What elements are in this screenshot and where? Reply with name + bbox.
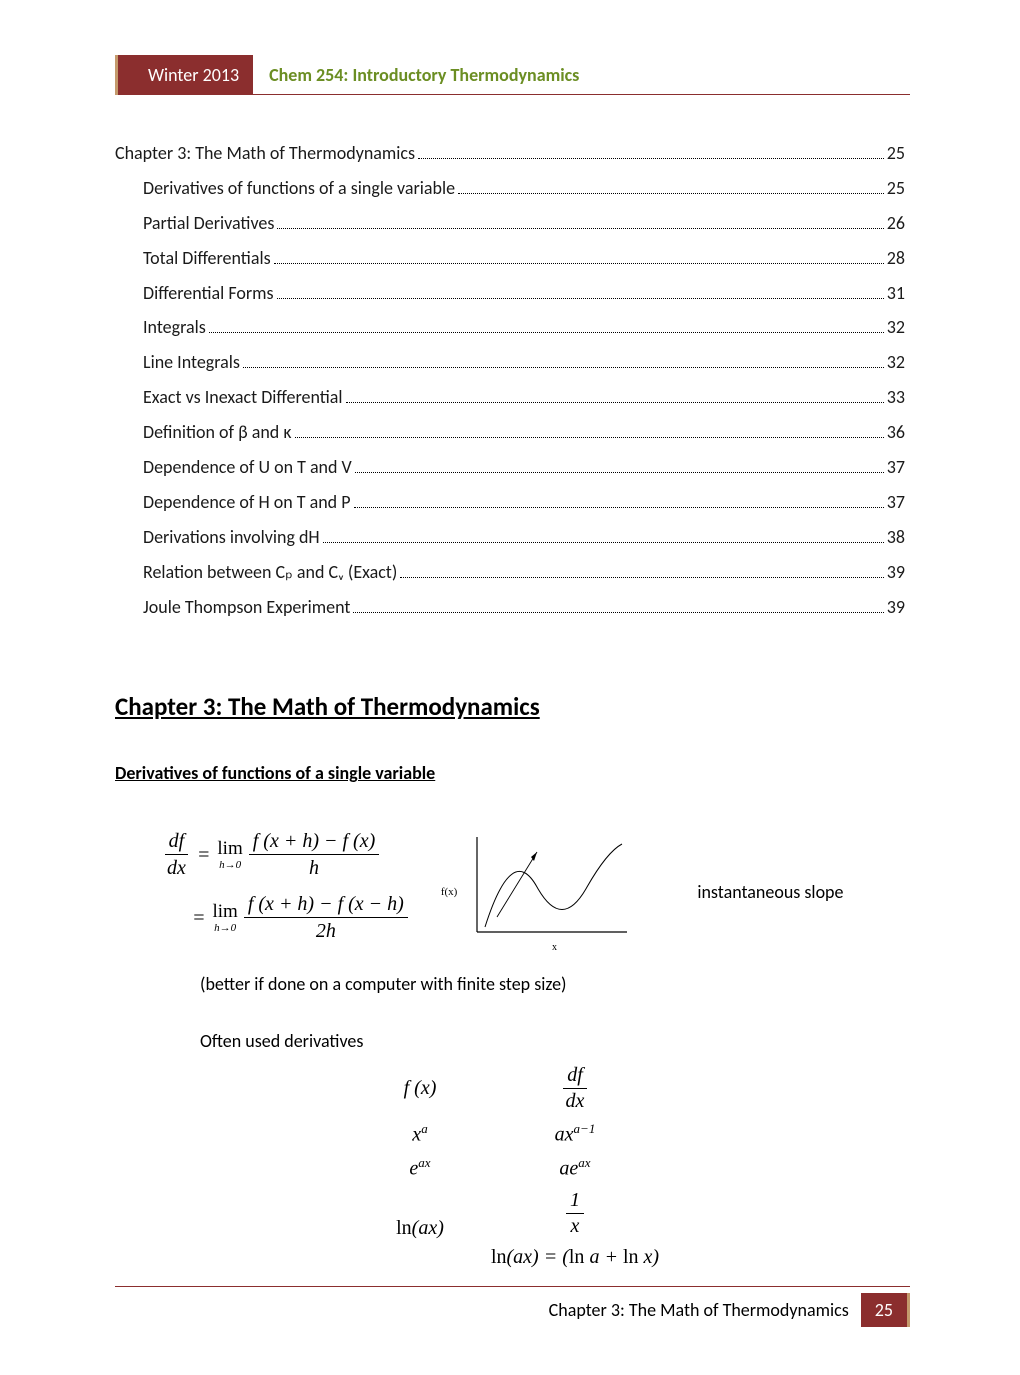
toc-entry[interactable]: Chapter 3: The Math of Thermodynamics 25 <box>115 140 905 168</box>
toc-page: 39 <box>887 559 905 587</box>
derivatives-table: f (x) dfdx xa axa−1 eax aeax ln(ax) 1x l… <box>0 1064 1020 1268</box>
derivative-definition: dfdx = limh→0 f (x + h) − f (x)h = limh→… <box>160 829 905 955</box>
r1c2: axa−1 <box>485 1121 665 1147</box>
chapter-title: Chapter 3: The Math of Thermodynamics <box>115 691 905 722</box>
eq-dx: dx <box>163 855 190 880</box>
toc-page: 25 <box>887 175 905 203</box>
footer-chapter: Chapter 3: The Math of Thermodynamics <box>537 1293 861 1327</box>
toc-entry[interactable]: Derivatives of functions of a single var… <box>115 175 905 203</box>
toc-entry[interactable]: Derivations involving dH 38 <box>115 524 905 552</box>
toc-dots <box>400 577 883 578</box>
toc-entry[interactable]: Dependence of H on T and P 37 <box>115 489 905 517</box>
toc-dots <box>295 437 884 438</box>
toc-title: Chapter 3: The Math of Thermodynamics <box>115 140 415 168</box>
th-dfdx: dfdx <box>485 1064 665 1113</box>
toc-entry[interactable]: Definition of β and κ 36 <box>115 419 905 447</box>
toc-page: 32 <box>887 349 905 377</box>
x-axis-label: x <box>552 942 557 952</box>
toc-entry[interactable]: Exact vs Inexact Differential 33 <box>115 384 905 412</box>
r3c2: 1x <box>485 1189 665 1238</box>
frac2-den: 2h <box>312 918 340 943</box>
toc-dots <box>354 507 884 508</box>
frac1-num: f (x + h) − f (x) <box>249 829 380 855</box>
toc-page: 39 <box>887 594 905 622</box>
toc-page: 36 <box>887 419 905 447</box>
lim-text: lim <box>217 838 242 861</box>
toc-title: Definition of β and κ <box>143 419 292 447</box>
toc-page: 37 <box>887 489 905 517</box>
toc-dots <box>323 542 884 543</box>
equals-sign-2: = <box>192 906 206 930</box>
toc-entry[interactable]: Partial Derivatives 26 <box>115 210 905 238</box>
toc-title: Dependence of H on T and P <box>143 489 351 517</box>
page-header: Winter 2013 Chem 254: Introductory Therm… <box>115 55 1020 95</box>
th-fx: f (x) <box>355 1064 485 1113</box>
often-used-heading: Often used derivatives <box>200 1030 905 1052</box>
toc-dots <box>353 612 883 613</box>
toc-dots <box>346 402 884 403</box>
toc-title: Line Integrals <box>143 349 240 377</box>
page-footer: Chapter 3: The Math of Thermodynamics 25 <box>115 1286 910 1327</box>
toc-entry[interactable]: Integrals 32 <box>115 314 905 342</box>
toc-title: Dependence of U on T and V <box>143 454 352 482</box>
table-of-contents: Chapter 3: The Math of Thermodynamics 25… <box>115 140 905 621</box>
r4: ln(ax) = (ln a + ln x) <box>485 1246 665 1269</box>
lim-text-2: lim <box>213 901 238 924</box>
toc-title: Derivatives of functions of a single var… <box>143 175 455 203</box>
toc-title: Integrals <box>143 314 206 342</box>
r1c1: xa <box>355 1121 485 1147</box>
frac1-den: h <box>305 855 323 880</box>
frac2-num: f (x + h) − f (x − h) <box>244 892 408 918</box>
eq-df: df <box>165 829 189 855</box>
toc-title: Relation between Cₚ and Cᵥ (Exact) <box>143 559 397 587</box>
curve-plot: x <box>467 832 637 952</box>
toc-title: Partial Derivatives <box>143 210 274 238</box>
graph: f(x) x <box>441 832 638 952</box>
r3c1: ln(ax) <box>355 1189 485 1269</box>
toc-entry[interactable]: Dependence of U on T and V 37 <box>115 454 905 482</box>
toc-page: 38 <box>887 524 905 552</box>
toc-dots <box>274 263 884 264</box>
section-title: Derivatives of functions of a single var… <box>115 762 905 784</box>
toc-dots <box>418 158 884 159</box>
toc-entry[interactable]: Line Integrals 32 <box>115 349 905 377</box>
toc-page: 28 <box>887 245 905 273</box>
r2c1: eax <box>355 1155 485 1181</box>
header-course: Chem 254: Introductory Thermodynamics <box>253 55 910 95</box>
toc-entry[interactable]: Joule Thompson Experiment 39 <box>115 594 905 622</box>
toc-page: 31 <box>887 280 905 308</box>
toc-entry[interactable]: Total Differentials 28 <box>115 245 905 273</box>
toc-dots <box>277 298 884 299</box>
toc-page: 32 <box>887 314 905 342</box>
toc-page: 25 <box>887 140 905 168</box>
toc-dots <box>243 367 884 368</box>
toc-entry[interactable]: Differential Forms 31 <box>115 280 905 308</box>
toc-page: 26 <box>887 210 905 238</box>
toc-dots <box>355 472 884 473</box>
toc-title: Joule Thompson Experiment <box>143 594 350 622</box>
toc-title: Derivations involving dH <box>143 524 320 552</box>
slope-label: instantaneous slope <box>697 881 843 903</box>
toc-dots <box>458 193 884 194</box>
y-axis-label: f(x) <box>441 886 458 898</box>
footer-page-number: 25 <box>861 1293 910 1327</box>
toc-title: Differential Forms <box>143 280 274 308</box>
toc-dots <box>209 332 884 333</box>
equals-sign: = <box>197 843 211 867</box>
toc-title: Total Differentials <box>143 245 271 273</box>
toc-page: 37 <box>887 454 905 482</box>
equation-block: dfdx = limh→0 f (x + h) − f (x)h = limh→… <box>160 829 411 955</box>
toc-dots <box>277 228 883 229</box>
toc-entry[interactable]: Relation between Cₚ and Cᵥ (Exact) 39 <box>115 559 905 587</box>
r2c2: aeax <box>485 1155 665 1181</box>
toc-page: 33 <box>887 384 905 412</box>
header-term: Winter 2013 <box>115 55 253 95</box>
computer-note: (better if done on a computer with finit… <box>200 973 905 995</box>
toc-title: Exact vs Inexact Differential <box>143 384 343 412</box>
lim-sub: h→0 <box>219 859 241 872</box>
lim-sub-2: h→0 <box>214 922 236 935</box>
